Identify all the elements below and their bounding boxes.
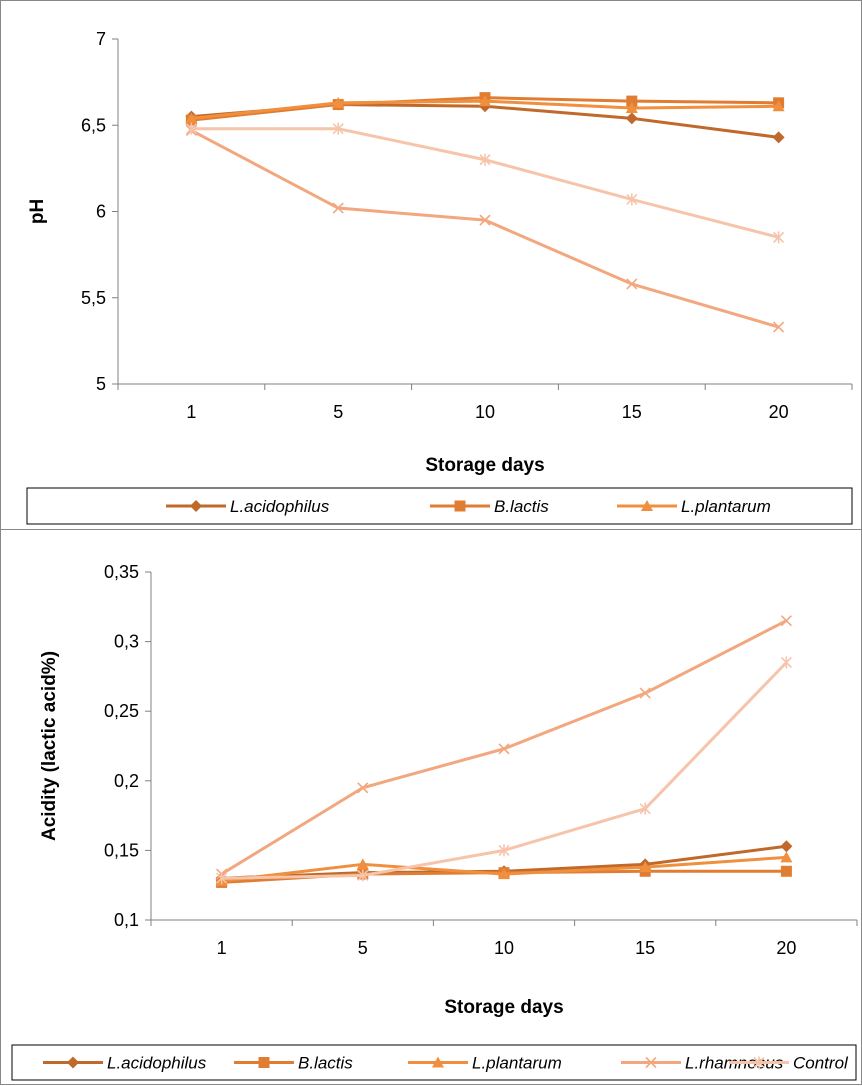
- y-tick-label: 0,25: [104, 701, 139, 721]
- y-tick-label: 5: [96, 374, 106, 394]
- data-point: [773, 231, 785, 244]
- data-point: [773, 321, 785, 333]
- ph-chart-panel: Storage days pH 5 5,5 6 6,5 7 1 5 10 15 20 L.acido…: [0, 0, 862, 530]
- x-tick-label: 5: [358, 938, 368, 958]
- x-tick-label: 20: [776, 938, 796, 958]
- data-point: [625, 102, 638, 113]
- data-point: [625, 112, 638, 125]
- legend-marker: [645, 1056, 657, 1069]
- x-tick-label: 15: [635, 938, 655, 958]
- data-point: [780, 851, 793, 863]
- data-point: [479, 95, 491, 107]
- y-tick-label: 0,3: [114, 632, 139, 652]
- legend-marker: [432, 1056, 444, 1068]
- data-point: [626, 193, 638, 206]
- data-point: [185, 122, 197, 135]
- legend-entry: B.lactis: [430, 497, 549, 516]
- x-axis-title: Storage days: [425, 455, 544, 476]
- series-line: [220, 619, 788, 876]
- data-point: [780, 615, 792, 627]
- data-point: [626, 278, 638, 290]
- data-point: [479, 214, 491, 226]
- x-tick-label: 15: [622, 402, 642, 422]
- data-point: [498, 868, 510, 880]
- ph-chart: Storage days pH 55,566,571 5 10 15 20L.acido…: [26, 29, 853, 525]
- legend-label: Control: [793, 1054, 849, 1073]
- legend-marker: [190, 500, 202, 512]
- data-point: [479, 153, 491, 166]
- data-point: [639, 861, 652, 873]
- data-point: [772, 100, 785, 112]
- y-tick-label: 0,35: [104, 562, 139, 582]
- legend-marker: [641, 500, 653, 511]
- data-point: [772, 131, 785, 144]
- y-tick-label: 6,5: [81, 115, 106, 135]
- x-tick-label: 1: [217, 938, 227, 958]
- y-axis-title: Acidity (lactic acid%): [39, 651, 60, 841]
- data-point: [332, 96, 345, 108]
- legend-marker: [753, 1056, 765, 1069]
- legend-marker: [258, 1057, 270, 1068]
- y-axis-title: pH: [27, 199, 48, 224]
- data-point: [332, 202, 344, 214]
- x-tick-label: 10: [475, 402, 495, 422]
- x-tick-label: 1: [186, 402, 196, 422]
- x-axis-title: Storage days: [444, 997, 563, 1018]
- x-tick-label: 5: [333, 402, 343, 422]
- legend-entry: L.plantarum: [617, 497, 771, 516]
- y-tick-label: 0,1: [114, 910, 139, 930]
- legend-label: L.acidophilus: [230, 497, 330, 516]
- y-tick-label: 0,2: [114, 771, 139, 791]
- legend-label: B.lactis: [494, 497, 549, 516]
- data-point: [639, 687, 651, 699]
- x-tick-label: 20: [769, 402, 789, 422]
- legend-entry: L.acidophilus: [166, 497, 330, 516]
- acidity-chart: Storage days Acidity (lactic acid%) 0,1 0…: [11, 562, 858, 1081]
- y-tick-label: 6: [96, 202, 106, 222]
- legend-entry: B.lactis: [234, 1054, 353, 1073]
- legend-entry: L.plantarum: [408, 1054, 562, 1073]
- data-point: [216, 872, 228, 885]
- legend-marker: [454, 500, 466, 512]
- data-point: [639, 802, 651, 815]
- data-point: [626, 95, 638, 107]
- data-point: [357, 869, 369, 882]
- legend-label: L.plantarum: [681, 497, 771, 516]
- legend-label: B.lactis: [298, 1054, 353, 1073]
- data-point: [332, 122, 344, 135]
- legend-marker: [67, 1056, 79, 1069]
- data-point: [357, 782, 369, 794]
- data-point: [498, 844, 510, 857]
- acidity-chart-panel: Storage days Acidity (lactic acid%) 0,1 0…: [0, 529, 862, 1085]
- y-tick-label: 7: [96, 29, 106, 49]
- legend-entry: L.acidophilus: [43, 1054, 207, 1073]
- data-point: [356, 858, 369, 870]
- data-point: [780, 865, 792, 877]
- legend-label: L.plantarum: [472, 1054, 562, 1073]
- data-point: [780, 840, 793, 853]
- y-tick-label: 5,5: [81, 288, 106, 308]
- data-point: [498, 743, 510, 755]
- y-tick-label: 0,15: [104, 840, 139, 860]
- legend-entry: Control: [729, 1054, 849, 1073]
- legend-label: L.acidophilus: [107, 1054, 207, 1073]
- data-point: [780, 656, 792, 669]
- x-tick-label: 10: [494, 938, 514, 958]
- data-point: [185, 112, 198, 124]
